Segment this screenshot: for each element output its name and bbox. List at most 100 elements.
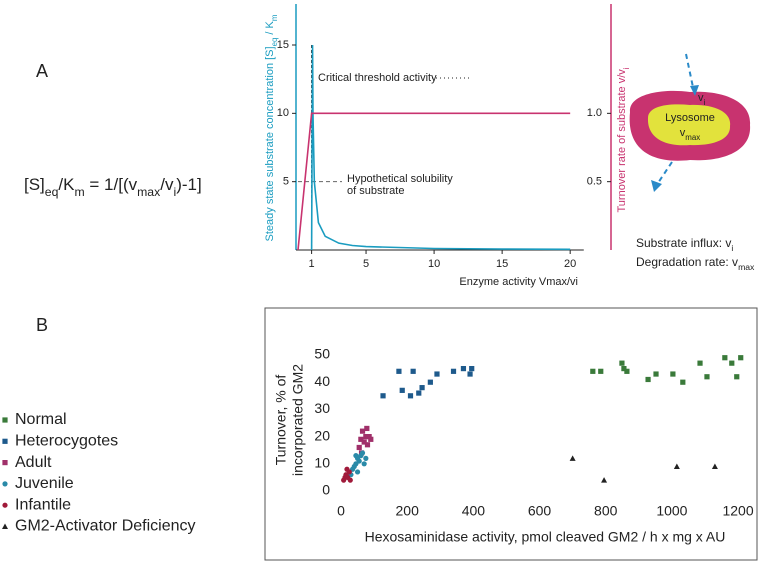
point [427,379,433,385]
y-tick-label: 30 [314,400,330,416]
text-part: [S] [24,175,45,194]
legend-label: Heterocygotes [15,433,118,450]
point [368,436,374,442]
y2-tick-label: 0.5 [587,176,602,188]
x-tick-label: 10 [428,258,440,270]
point [569,455,576,461]
x-tick-label: 200 [396,503,420,519]
x-tick-label: 1200 [722,503,753,519]
lysosome-diagram [629,53,751,192]
point [734,374,740,380]
point [624,368,630,374]
arrow-head [690,85,699,96]
x-tick-label: 800 [594,503,618,519]
y2-axis-label: Turnover rate of substrate v/vi [616,67,631,212]
degradation-label: Degradation rate: vmax [636,255,755,272]
y-tick-label: 20 [314,427,330,443]
annotation: Hypothetical solubility [347,173,453,185]
equation: [S]eq/Km = 1/[(vmax/vi)-1] [24,175,202,199]
y-tick-label: 50 [314,346,330,362]
legend-swatch [2,502,8,508]
point [697,360,703,366]
point [653,371,659,377]
y-tick-label: 40 [314,373,330,389]
point [704,374,710,380]
text-part: )-1] [176,175,202,194]
point [359,428,366,434]
y-tick-label: 15 [277,39,289,51]
point [354,469,361,475]
panel-label: A [36,61,48,81]
x-tick-label: 1000 [656,503,687,519]
x-tick-label: 0 [337,503,345,519]
y2-tick-label: 1.0 [587,107,602,119]
legend-swatch [2,460,8,466]
point [680,379,686,385]
influx-label: Substrate influx: vi [636,236,733,253]
x-axis-label: Enzyme activity Vmax/vi [459,276,578,288]
y-tick-label: 10 [314,455,330,471]
point [356,444,362,451]
text-part: Steady state substrate concentration [S] [264,46,276,241]
point [407,393,414,399]
point [416,390,422,396]
y-tick-label: 0 [322,482,330,498]
point [399,387,405,393]
point [359,450,366,456]
x-tick-label: 15 [496,258,508,270]
point [361,461,367,467]
annotation: Critical threshold activity [318,72,437,84]
x-tick-label: 5 [363,258,369,270]
legend-swatch [2,481,8,487]
subscript: i [731,243,733,253]
y-tick-label: 5 [283,176,289,188]
point [601,477,608,483]
subscript: i [622,67,631,69]
point [590,368,596,374]
influx-arrow [685,53,695,93]
point [434,371,440,377]
point [410,368,416,374]
text-part: Degradation rate: v [636,255,738,269]
subscript: eq [270,38,279,47]
point [598,368,604,374]
point [711,463,718,470]
point [670,371,676,377]
legend-label: Normal [15,411,67,428]
data-line [297,112,571,251]
text-part: / K [264,20,276,37]
data-line [310,44,571,251]
text-part: v [680,127,686,139]
y-axis-label: Turnover, % of [273,375,289,466]
text-part: = 1/[(v [85,175,138,194]
point [364,425,370,432]
panel-label: B [36,315,48,335]
text-part: /v [160,175,174,194]
point [460,366,467,372]
point [467,371,473,377]
x-tick-label: 600 [528,503,552,519]
lysosome-lumen [647,104,731,146]
y-tick-label: 10 [277,107,289,119]
subscript: m [270,14,279,21]
point [722,355,728,361]
point [621,366,627,372]
y-axis-label: Steady state substrate concentration [S]… [264,14,279,241]
point [673,463,680,470]
point [364,442,371,448]
vi-label: vi [698,92,706,107]
subscript: i [704,98,706,107]
text-part: /K [58,175,75,194]
legend-label: Adult [15,454,52,471]
point [356,458,362,464]
point [353,453,359,459]
point [363,455,369,461]
lysosome-label: Lysosome [665,112,715,124]
legend-label: GM2-Activator Deficiency [15,518,196,535]
y-axis-label: incorporated GM2 [290,364,306,476]
point [729,360,735,366]
point [450,368,457,374]
annotation: of substrate [347,185,404,197]
point [619,360,625,366]
subscript: eq [45,185,59,199]
